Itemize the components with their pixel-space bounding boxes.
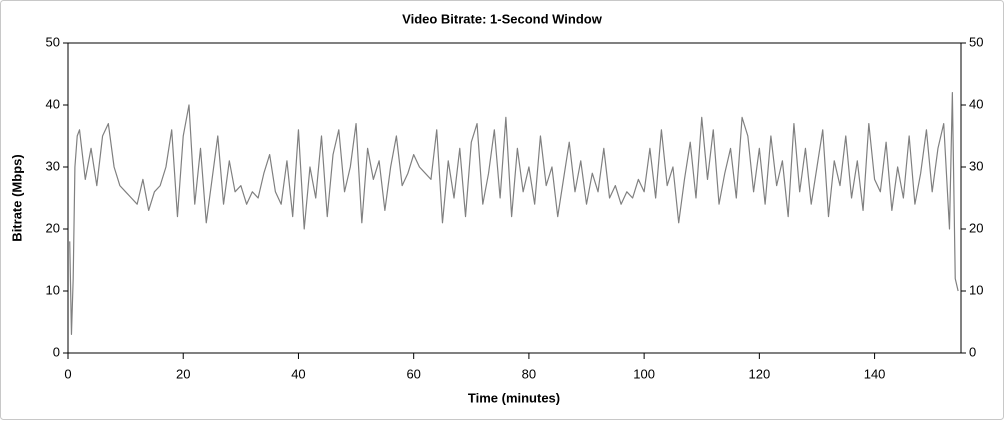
y-tick-label: 20 bbox=[46, 220, 60, 235]
x-tick-label: 140 bbox=[864, 366, 886, 381]
bitrate-line bbox=[69, 92, 959, 335]
y2-tick-label: 50 bbox=[969, 34, 983, 49]
x-tick-label: 80 bbox=[522, 366, 536, 381]
x-tick-label: 120 bbox=[749, 366, 771, 381]
x-tick-label: 100 bbox=[633, 366, 655, 381]
y-tick-label: 40 bbox=[46, 96, 60, 111]
y-tick-label: 30 bbox=[46, 158, 60, 173]
x-tick-label: 40 bbox=[291, 366, 305, 381]
plot-area bbox=[67, 42, 962, 354]
y2-tick-label: 40 bbox=[969, 96, 983, 111]
x-axis-label: Time (minutes) bbox=[468, 390, 560, 405]
y-tick-label: 0 bbox=[53, 344, 60, 359]
y-axis-label: Bitrate (Mbps) bbox=[9, 154, 24, 241]
y2-tick-label: 30 bbox=[969, 158, 983, 173]
y2-tick-label: 20 bbox=[969, 220, 983, 235]
x-tick-label: 20 bbox=[176, 366, 190, 381]
y2-tick-label: 10 bbox=[969, 282, 983, 297]
x-tick-label: 60 bbox=[406, 366, 420, 381]
chart-title: Video Bitrate: 1-Second Window bbox=[402, 11, 603, 26]
y-tick-label: 10 bbox=[46, 282, 60, 297]
y-tick-label: 50 bbox=[46, 34, 60, 49]
y2-tick-label: 0 bbox=[969, 344, 976, 359]
x-tick-label: 0 bbox=[64, 366, 71, 381]
